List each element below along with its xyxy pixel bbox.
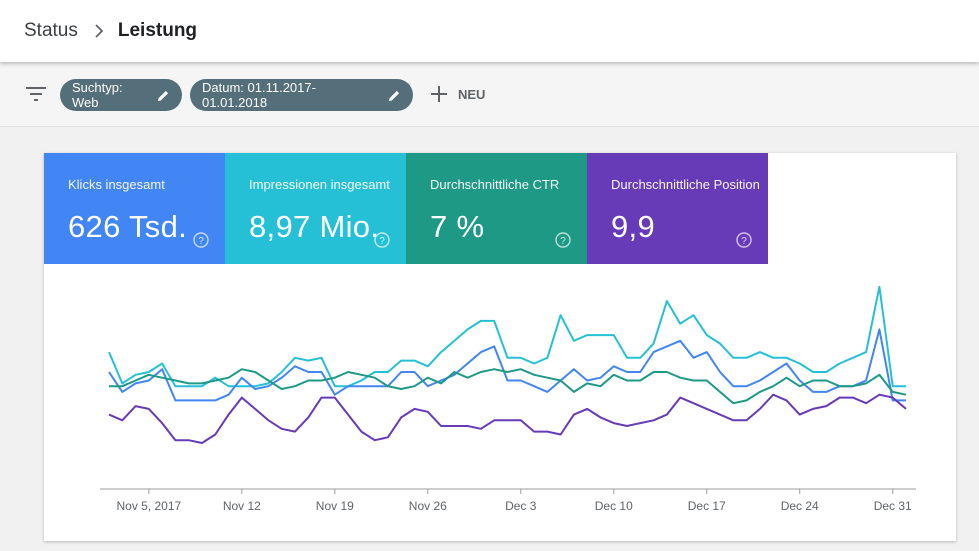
performance-line-chart[interactable]: Nov 5, 2017 Nov 12 Nov 19 Nov 26 Dec 3 Dec 10…	[44, 153, 956, 541]
svg-text:?: ?	[379, 236, 385, 247]
edit-pencil-icon	[157, 89, 170, 102]
metric-position-tile[interactable]: Durchschnittliche Position 9,9 ?	[587, 153, 768, 264]
metric-value: 9,9	[611, 209, 655, 244]
breadcrumb: Status Leistung	[24, 20, 197, 42]
x-tick-label: Dec 24	[781, 499, 819, 513]
help-icon[interactable]: ?	[736, 232, 752, 248]
metric-impressions-tile[interactable]: Impressionen insgesamt 8,97 Mio. ?	[225, 153, 406, 264]
metric-ctr-tile[interactable]: Durchschnittliche CTR 7 % ?	[406, 153, 587, 264]
svg-text:?: ?	[741, 236, 747, 247]
x-tick-label: Dec 10	[595, 499, 633, 513]
performance-card: Klicks insgesamt 626 Tsd. ? Impressionen…	[44, 153, 956, 541]
x-tick-label: Nov 19	[316, 499, 354, 513]
x-tick-label: Dec 17	[688, 499, 726, 513]
clicks-series-line[interactable]	[108, 328, 906, 402]
metric-value: 8,97 Mio.	[249, 209, 380, 244]
search-type-chip-label: Suchtyp: Web	[72, 80, 123, 110]
new-filter-label: NEU	[458, 86, 486, 102]
x-tick-label: Nov 5, 2017	[116, 499, 181, 513]
x-tick-label: Nov 12	[223, 499, 261, 513]
edit-pencil-icon	[388, 89, 401, 102]
svg-text:?: ?	[198, 236, 204, 247]
x-tick-label: Dec 3	[505, 499, 537, 513]
svg-text:?: ?	[560, 236, 566, 247]
help-icon[interactable]: ?	[374, 232, 390, 248]
impressions-series-line[interactable]	[108, 285, 906, 388]
date-range-chip[interactable]: Datum: 01.11.2017-01.01.2018	[190, 79, 413, 111]
help-icon[interactable]: ?	[555, 232, 571, 248]
metric-clicks-tile[interactable]: Klicks insgesamt 626 Tsd. ?	[44, 153, 225, 264]
top-app-bar: Status Leistung	[0, 0, 979, 62]
position-series-line[interactable]	[108, 393, 907, 444]
breadcrumb-status-link[interactable]: Status	[24, 20, 78, 41]
new-filter-button[interactable]: NEU	[431, 86, 485, 102]
chevron-right-icon	[94, 24, 104, 38]
x-tick-label: Dec 31	[874, 499, 912, 513]
ctr-series-line[interactable]	[109, 368, 907, 405]
filter-bar: Suchtyp: Web Datum: 01.11.2017-01.01.201…	[0, 64, 979, 127]
search-type-chip[interactable]: Suchtyp: Web	[60, 79, 182, 111]
help-icon[interactable]: ?	[193, 232, 209, 248]
filter-icon[interactable]	[26, 86, 46, 107]
metric-value: 7 %	[430, 209, 485, 244]
plus-icon	[431, 86, 447, 102]
x-tick-label: Nov 26	[409, 499, 447, 513]
date-range-chip-label: Datum: 01.11.2017-01.01.2018	[202, 80, 316, 110]
metric-value: 626 Tsd.	[68, 209, 188, 244]
page-title: Leistung	[117, 20, 198, 41]
